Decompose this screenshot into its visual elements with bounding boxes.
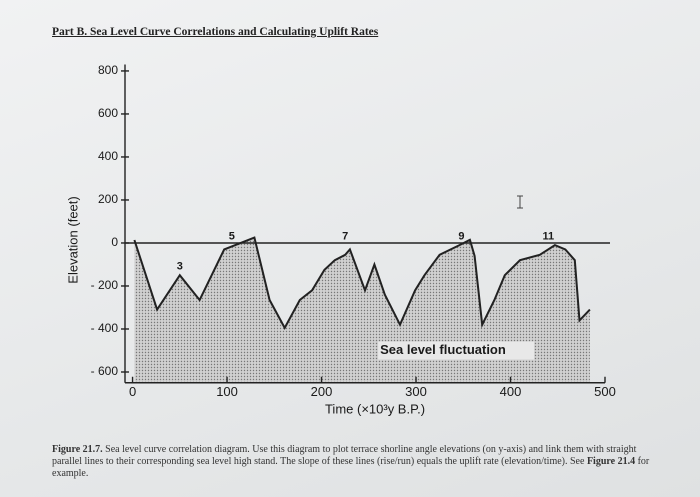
heading: Part B. Sea Level Curve Correlations and…: [52, 26, 379, 38]
x-tick-label: 500: [594, 384, 616, 399]
caption-text: for example.: [52, 456, 650, 479]
y-tick-label: - 600: [91, 364, 119, 378]
x-axis-label: Time (×10³y B.P.): [325, 401, 425, 416]
fluctuation-line: [133, 236, 591, 331]
caption-ref: Figure 21.4: [586, 456, 636, 467]
annotation: 7: [342, 230, 348, 242]
y-tick-label: 800: [98, 63, 118, 77]
x-tick-label: 300: [405, 384, 427, 399]
x-tick-label: 200: [311, 384, 333, 399]
x-tick-label: 400: [500, 384, 522, 399]
y-tick-label: 600: [98, 106, 118, 120]
x-tick-label: 100: [216, 384, 238, 399]
annotation-bg: [378, 341, 535, 360]
y-tick-label: - 400: [91, 321, 119, 335]
y-tick-label: 0: [111, 235, 118, 249]
annotation: 9: [458, 230, 464, 242]
annotation: Sea level fluctuation: [380, 342, 506, 357]
y-tick-label: 200: [98, 192, 118, 206]
annotation: 11: [542, 230, 554, 242]
caption: Figure 21.7. Sea level curve correlation…: [52, 444, 652, 480]
annotation: 5: [229, 230, 235, 242]
y-axis-label: Elevation (feet): [65, 196, 80, 283]
caption-label: Figure 21.7.: [52, 444, 103, 455]
annotation: 3: [177, 261, 183, 273]
chart: Elevation (feet) Time (×10³y B.P.) 800 60…: [65, 63, 616, 416]
x-tick-label: 0: [129, 384, 136, 399]
y-tick-label: 400: [98, 149, 118, 163]
error-bar-icon: [517, 195, 523, 209]
y-tick-label: - 200: [91, 278, 119, 292]
caption-text: Sea level curve correlation diagram. Use…: [52, 444, 637, 467]
